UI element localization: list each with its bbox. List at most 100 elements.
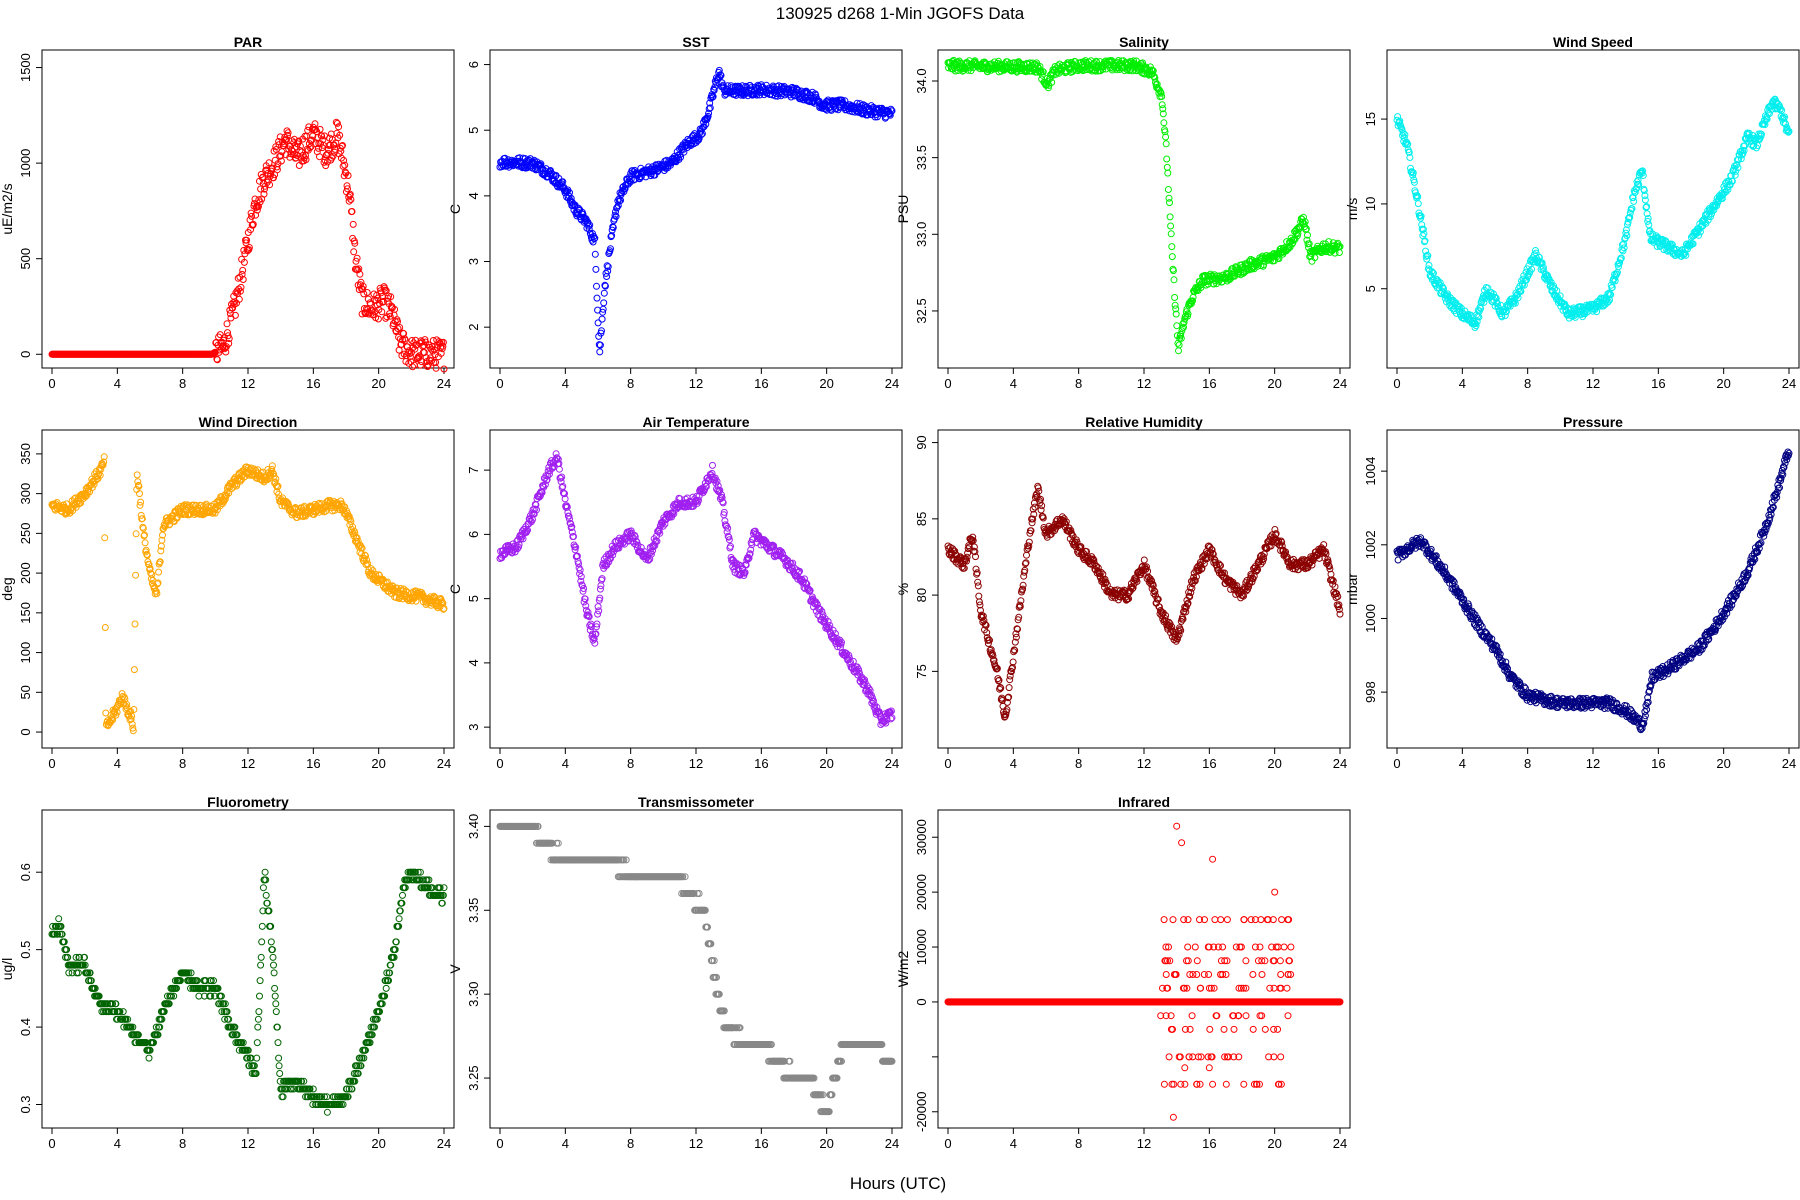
data-point [137, 511, 145, 519]
data-point [229, 304, 237, 312]
data-point [277, 157, 285, 165]
data-point [621, 185, 629, 193]
data-point [1140, 556, 1148, 564]
data-point [429, 347, 437, 355]
data-point [440, 365, 448, 373]
data-point [253, 206, 261, 214]
data-point [101, 624, 109, 631]
y-tick-label: 5 [466, 127, 481, 134]
data-point [333, 119, 341, 127]
x-tick-label: 20 [371, 376, 385, 391]
data-point [1532, 247, 1539, 254]
data-point [339, 142, 346, 149]
y-axis-label: % [895, 583, 911, 595]
data-point [598, 315, 606, 323]
data-point [565, 192, 573, 200]
data-point [406, 353, 414, 360]
data-points [48, 453, 448, 735]
x-tick-label: 16 [754, 376, 768, 391]
data-point [1039, 68, 1047, 76]
data-point [357, 278, 365, 286]
x-tick-label: 12 [1137, 376, 1151, 391]
data-point [1409, 169, 1417, 177]
y-tick-label: 75 [914, 664, 929, 678]
data-point [1617, 254, 1625, 262]
data-point [1616, 259, 1624, 267]
data-point [1623, 232, 1631, 240]
data-point [260, 190, 268, 198]
data-point [1424, 252, 1432, 260]
y-axis-label: m/s [1344, 198, 1360, 221]
data-point [1741, 142, 1749, 150]
data-point [142, 546, 150, 554]
y-tick-label: 350 [18, 443, 33, 465]
data-point [1331, 249, 1339, 257]
x-tick-label: 0 [944, 756, 951, 771]
y-tick-label: 32.5 [914, 298, 929, 323]
x-tick-label: 20 [819, 376, 833, 391]
data-point [710, 86, 718, 94]
data-point [245, 244, 253, 251]
data-point [1163, 155, 1171, 163]
data-point [612, 212, 620, 220]
y-tick-label: 85 [914, 512, 929, 526]
data-point [1168, 243, 1176, 251]
data-point [100, 458, 108, 466]
data-point [1456, 303, 1464, 311]
data-point [356, 270, 364, 278]
data-point [1152, 81, 1160, 89]
data-point [238, 270, 246, 278]
x-tick-label: 24 [1782, 376, 1796, 391]
data-point [368, 307, 376, 315]
data-point [306, 144, 314, 152]
data-point [318, 132, 326, 140]
data-point [411, 345, 419, 353]
data-point [346, 190, 354, 198]
data-point [1734, 164, 1742, 172]
data-point [341, 161, 349, 169]
panel-title: Relative Humidity [1085, 414, 1203, 430]
data-point [1472, 322, 1480, 330]
data-point [974, 582, 982, 590]
data-point [1713, 202, 1721, 210]
data-point [234, 274, 242, 282]
x-tick-label: 16 [754, 756, 768, 771]
data-point [386, 310, 394, 318]
x-tick-label: 0 [48, 376, 55, 391]
data-point [129, 727, 137, 735]
data-point [612, 208, 619, 216]
x-tick-label: 12 [1586, 376, 1600, 391]
data-point [252, 211, 260, 219]
data-point [416, 361, 424, 369]
data-point [1678, 246, 1686, 254]
y-tick-label: 100 [18, 642, 33, 664]
y-tick-label: 50 [18, 685, 33, 699]
y-tick-label: 200 [18, 562, 33, 584]
data-point [338, 142, 346, 150]
data-point [834, 106, 842, 114]
data-point [1171, 301, 1179, 309]
data-point [128, 720, 136, 728]
data-point [591, 250, 599, 258]
data-points [1393, 95, 1793, 331]
data-point [261, 185, 268, 193]
data-point [1641, 196, 1649, 204]
x-tick-label: 0 [944, 376, 951, 391]
data-point [715, 66, 723, 74]
data-point [794, 86, 802, 94]
y-tick-label: 10 [1363, 197, 1378, 211]
data-point [1178, 327, 1186, 335]
x-tick-label: 24 [885, 376, 899, 391]
data-point [288, 146, 295, 154]
data-point [975, 592, 983, 600]
data-point [231, 311, 239, 319]
data-point [322, 162, 330, 170]
data-point [1430, 269, 1437, 277]
data-point [1167, 230, 1175, 238]
data-point [329, 152, 337, 160]
data-point [600, 289, 608, 297]
data-point [1414, 193, 1422, 201]
data-point [1399, 129, 1407, 137]
